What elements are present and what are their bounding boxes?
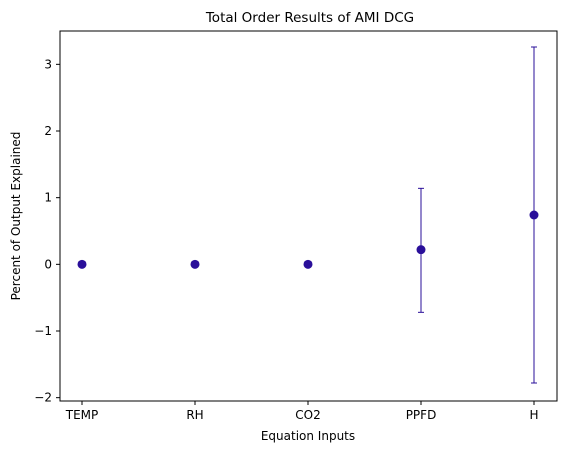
y-tick-label: 3 xyxy=(44,57,52,71)
y-tick-label: −1 xyxy=(34,324,52,338)
data-point xyxy=(77,259,87,269)
x-tick-label: CO2 xyxy=(295,408,320,422)
y-tick-label: 2 xyxy=(44,124,52,138)
data-point xyxy=(190,259,200,269)
x-tick-label: TEMP xyxy=(65,408,99,422)
error-bars xyxy=(418,46,537,384)
y-tick-label: 1 xyxy=(44,191,52,205)
plot-frame xyxy=(59,30,558,402)
data-point xyxy=(303,259,313,269)
data-points xyxy=(77,210,539,269)
x-tick-label: PPFD xyxy=(406,408,437,422)
x-axis-label: Equation Inputs xyxy=(261,429,355,443)
y-tick-label: −2 xyxy=(34,391,52,405)
y-axis: −2 −1 0 1 2 3 xyxy=(34,57,60,405)
chart-title: Total Order Results of AMI DCG xyxy=(205,10,414,26)
y-tick-label: 0 xyxy=(44,257,52,271)
x-axis: TEMP RH CO2 PPFD H xyxy=(65,401,539,422)
data-point xyxy=(416,245,426,255)
x-tick-label: H xyxy=(529,408,538,422)
data-point xyxy=(529,210,539,220)
y-axis-label: Percent of Output Explained xyxy=(9,132,23,301)
x-tick-label: RH xyxy=(186,408,203,422)
